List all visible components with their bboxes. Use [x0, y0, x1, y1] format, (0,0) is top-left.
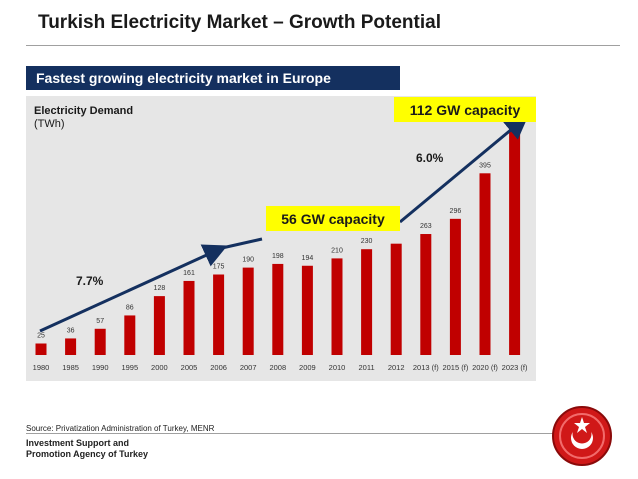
data-label-2006: 175 — [213, 264, 225, 271]
data-label-1990: 57 — [96, 318, 104, 325]
x-tick-2011: 2011 — [359, 363, 375, 372]
bar-1985 — [65, 338, 77, 355]
bar-1995 — [124, 315, 136, 355]
x-tick-2015f: 2015 (f) — [442, 363, 468, 372]
x-tick-2009: 2009 — [299, 363, 316, 372]
bar-2005 — [183, 280, 195, 355]
x-tick-2006: 2006 — [210, 363, 227, 372]
agency-line-1: Investment Support and — [26, 438, 130, 448]
data-label-2011: 230 — [361, 238, 373, 245]
chart-panel: Electricity Demand (TWh) 25 36 57 86 128 161 1… — [26, 96, 536, 381]
x-tick-1990: 1990 — [92, 363, 109, 372]
x-tick-1985: 1985 — [62, 363, 79, 372]
bar-1980 — [35, 343, 47, 355]
data-label-2007: 190 — [242, 257, 254, 264]
bar-2012 — [390, 243, 402, 355]
agency-line-2: Promotion Agency of Turkey — [26, 449, 149, 459]
demand-chart: Electricity Demand (TWh) 25 36 57 86 128 161 1… — [33, 97, 536, 372]
growth-label-2: 6.0% — [416, 151, 444, 165]
x-tick-2010: 2010 — [329, 363, 346, 372]
x-tick-2007: 2007 — [240, 363, 257, 372]
x-tick-2008: 2008 — [269, 363, 286, 372]
bar-2023f — [509, 125, 521, 355]
bar-2009 — [301, 265, 313, 355]
growth-arrow-1 — [39, 244, 228, 333]
agency-name: Investment Support and Promotion Agency … — [26, 438, 148, 460]
data-label-2015f: 296 — [450, 208, 462, 215]
data-label-2005: 161 — [183, 270, 195, 277]
data-label-1980: 25 — [37, 333, 45, 340]
growth-label-1: 7.7% — [76, 274, 104, 288]
bar-2000 — [153, 296, 165, 355]
data-label-2009: 194 — [302, 255, 314, 262]
title-divider — [26, 45, 620, 46]
chart-title: Electricity Demand — [34, 105, 133, 117]
data-label-1985: 36 — [67, 327, 75, 334]
page-title: Turkish Electricity Market – Growth Pote… — [38, 12, 441, 33]
x-tick-1980: 1980 — [33, 363, 50, 372]
data-label-2000: 128 — [154, 285, 166, 292]
bar-2013f — [420, 234, 432, 355]
x-tick-2023f: 2023 (f) — [502, 363, 528, 372]
footer-divider — [26, 433, 556, 434]
source-note: Source: Privatization Administration of … — [26, 424, 215, 433]
data-label-2010: 210 — [331, 247, 343, 254]
crescent-star-logo-icon — [552, 406, 612, 466]
bar-2006 — [213, 274, 225, 355]
growth-arrow-3 — [399, 115, 529, 224]
capacity-callout-2-box — [394, 97, 536, 122]
x-tick-1995: 1995 — [121, 363, 138, 372]
x-tick-2000: 2000 — [151, 363, 168, 372]
data-label-2013f: 263 — [420, 223, 432, 230]
bar-2007 — [242, 267, 254, 355]
bar-2020f — [479, 173, 491, 355]
y-axis-unit: (TWh) — [34, 118, 65, 130]
x-tick-2020f: 2020 (f) — [472, 363, 498, 372]
capacity-callout-2: 112 GW capacity — [410, 102, 521, 118]
bar-2008 — [272, 263, 284, 355]
data-label-2020f: 395 — [479, 162, 491, 169]
bar-2015f — [449, 218, 461, 355]
data-label-1995: 86 — [126, 304, 134, 311]
capacity-callout-1: 56 GW capacity — [281, 211, 385, 227]
x-tick-2013f: 2013 (f) — [413, 363, 439, 372]
data-label-2008: 198 — [272, 253, 284, 260]
bar-2011 — [361, 249, 373, 355]
growth-arrow-2 — [221, 237, 263, 250]
bar-2010 — [331, 258, 343, 355]
capacity-callout-1-box — [266, 206, 400, 231]
x-tick-2012: 2012 — [388, 363, 405, 372]
bar-1990 — [94, 328, 106, 355]
subtitle-banner: Fastest growing electricity market in Eu… — [26, 66, 400, 90]
x-tick-2005: 2005 — [181, 363, 198, 372]
